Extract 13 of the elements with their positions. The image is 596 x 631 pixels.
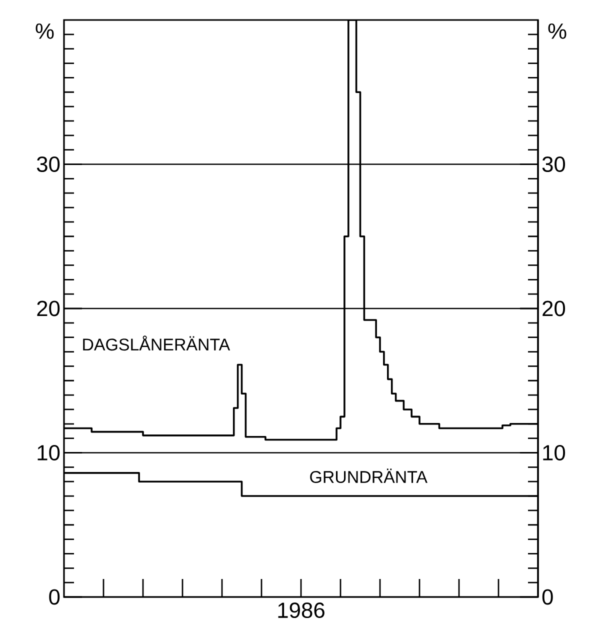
legend-label: DAGSLÅNERÄNTA: [83, 336, 230, 351]
y2-tick-label: 10: [543, 444, 566, 461]
y-axis-title: %: [36, 24, 54, 39]
y2-tick-label: 30: [542, 156, 566, 172]
series-label: GRUNDRÄNTA: [310, 468, 428, 483]
y-tick-label: 20: [37, 300, 60, 316]
y2-tick-label: 0: [542, 589, 553, 605]
y-tick-label: 10: [38, 444, 60, 461]
x-axis-title: 1986: [278, 602, 324, 618]
y2-tick-label: 20: [542, 300, 566, 316]
y-tick-label: 0: [49, 589, 60, 605]
y-tick-label: 30: [36, 156, 60, 172]
y2-axis-title: %: [548, 24, 566, 39]
